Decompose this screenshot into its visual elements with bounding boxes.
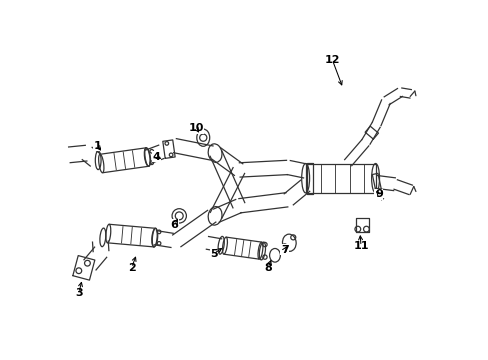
Text: 8: 8	[264, 263, 271, 273]
Text: 11: 11	[352, 241, 368, 251]
Text: 9: 9	[374, 189, 382, 199]
Text: 1: 1	[93, 141, 101, 151]
Text: 5: 5	[210, 248, 217, 258]
Text: 2: 2	[127, 263, 135, 273]
Text: 12: 12	[324, 55, 340, 65]
Text: 10: 10	[188, 123, 203, 133]
Text: 7: 7	[280, 245, 288, 255]
Text: 4: 4	[152, 152, 160, 162]
Text: 6: 6	[170, 220, 178, 230]
Text: 3: 3	[75, 288, 82, 298]
